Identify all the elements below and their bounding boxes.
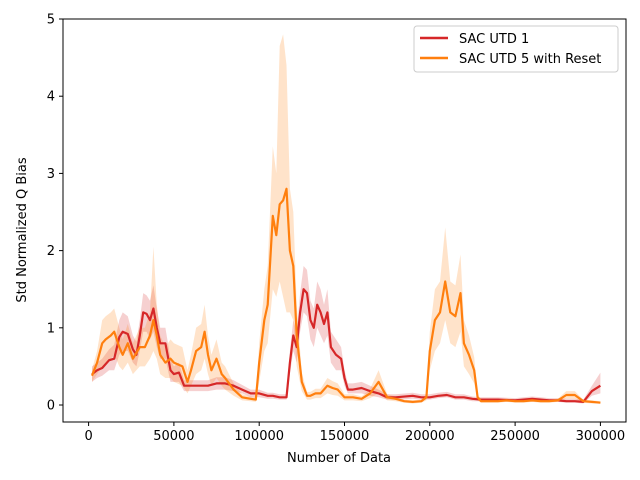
legend-label-sac-utd-5-reset: SAC UTD 5 with Reset	[459, 52, 601, 67]
x-tick-label: 100000	[234, 429, 284, 444]
y-tick-label: 5	[47, 13, 55, 28]
y-tick-label: 0	[47, 399, 55, 414]
x-axis-ticks: 0 50000 100000 150000 200000 250000 300000	[84, 422, 625, 444]
legend-box	[413, 25, 619, 73]
legend-label-sac-utd-1: SAC UTD 1	[459, 32, 529, 47]
y-tick-label: 3	[47, 167, 55, 182]
line-series-1	[90, 187, 601, 404]
y-tick-label: 4	[47, 90, 55, 105]
legend: SAC UTD 1 SAC UTD 5 with Reset	[413, 25, 619, 73]
x-tick-label: 250000	[490, 429, 540, 444]
x-tick-label: 150000	[320, 429, 370, 444]
y-tick-label: 2	[47, 244, 55, 259]
x-tick-label: 0	[84, 429, 92, 444]
y-tick-label: 1	[47, 321, 55, 336]
x-tick-label: 300000	[576, 429, 626, 444]
line-series-0	[91, 288, 601, 403]
x-tick-label: 50000	[153, 429, 194, 444]
series-lines	[90, 187, 601, 404]
x-axis-label: Number of Data	[287, 451, 391, 466]
y-axis-label: Std Normalized Q Bias	[15, 157, 30, 302]
x-tick-label: 200000	[405, 429, 455, 444]
y-axis-ticks: 0 1 2 3 4 5	[47, 13, 63, 414]
